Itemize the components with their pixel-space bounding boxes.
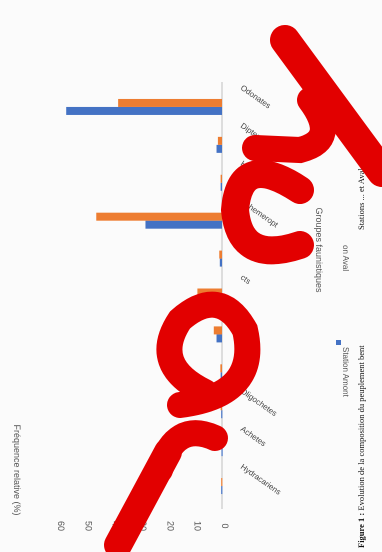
legend-label-1: on Aval bbox=[341, 245, 350, 271]
watermark-stroke-e bbox=[156, 291, 261, 418]
bar-0-10 bbox=[66, 106, 222, 115]
watermark-stroke-r2 bbox=[147, 420, 228, 483]
bar-0-0 bbox=[221, 486, 223, 495]
category-label-10: Odonates bbox=[239, 83, 273, 110]
bar-1-7 bbox=[96, 212, 222, 221]
bar-1-0 bbox=[221, 478, 223, 487]
category-axis-title: Groupes faunistiques bbox=[314, 207, 324, 293]
bar-1-3 bbox=[220, 364, 222, 373]
watermark-stroke-u1 bbox=[242, 87, 336, 164]
value-tick-label-0: 0 bbox=[220, 523, 230, 528]
legend-label-0: Station Amont bbox=[341, 347, 350, 398]
legend: Station Amont on Aval bbox=[336, 245, 350, 398]
bar-0-1 bbox=[221, 448, 223, 457]
bar-0-7 bbox=[145, 220, 222, 229]
bar-0-8 bbox=[220, 182, 222, 191]
bar-0-3 bbox=[220, 372, 222, 381]
value-tick-label-2: 20 bbox=[165, 521, 175, 531]
figure-caption: Figure 1 : Evolution de la composition d… bbox=[356, 345, 366, 548]
value-tick-label-5: 50 bbox=[83, 521, 93, 531]
bar-0-6 bbox=[219, 258, 222, 267]
caption-text: Evolution de la composition du peuplemen… bbox=[356, 345, 366, 511]
bar-0-4 bbox=[216, 334, 222, 343]
watermark-stroke-u2 bbox=[270, 25, 382, 187]
value-tick-label-6: 60 bbox=[56, 521, 66, 531]
category-label-0: Hydracariens bbox=[239, 462, 283, 496]
bar-1-9 bbox=[217, 136, 222, 145]
watermark-recu bbox=[104, 25, 382, 552]
category-label-2: Oligochetes bbox=[239, 386, 279, 418]
caption-text-end: Stations ... et Aval bbox=[356, 168, 366, 230]
legend-swatch-0 bbox=[336, 340, 341, 345]
value-axis-title: Fréquence relative (%) bbox=[12, 424, 22, 515]
bar-1-4 bbox=[213, 326, 222, 335]
category-label-1: Achetes bbox=[239, 424, 268, 448]
bar-0-2 bbox=[221, 410, 223, 419]
bar-1-6 bbox=[219, 250, 222, 259]
bar-1-8 bbox=[220, 174, 222, 183]
value-tick-label-1: 10 bbox=[193, 521, 203, 531]
watermark-stroke-c bbox=[220, 160, 314, 265]
caption-label: Figure 1 : bbox=[356, 511, 366, 548]
bar-0-9 bbox=[216, 144, 222, 153]
bar-1-10 bbox=[118, 98, 222, 107]
category-label-5: cts bbox=[239, 273, 253, 286]
